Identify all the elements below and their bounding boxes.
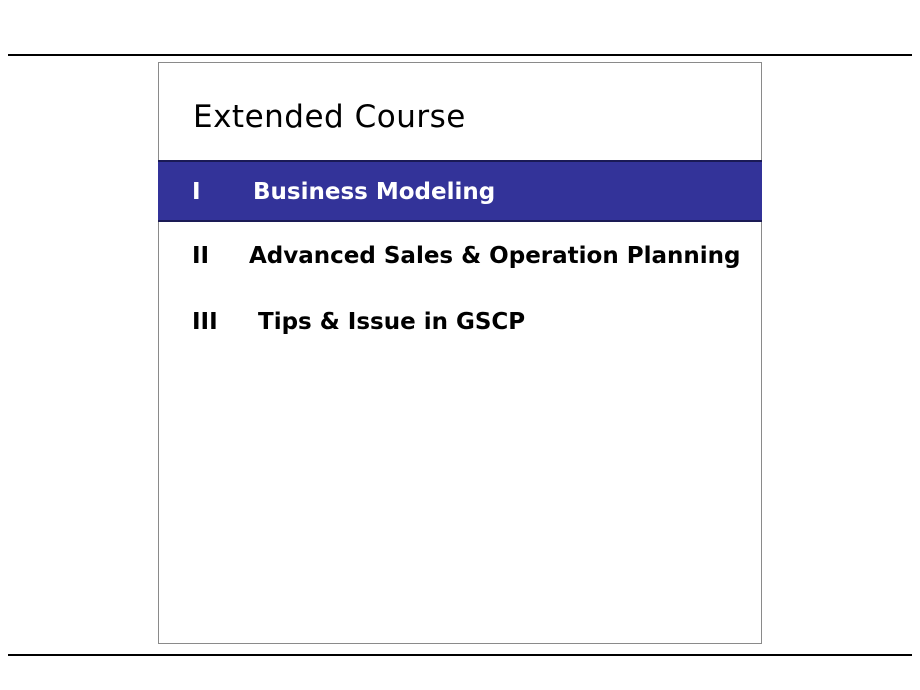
agenda-numeral: II bbox=[192, 243, 210, 269]
agenda-numeral: III bbox=[192, 309, 218, 335]
agenda-item-business-modeling[interactable]: I Business Modeling bbox=[158, 160, 762, 222]
agenda-label: Business Modeling bbox=[253, 179, 496, 205]
agenda-numeral: I bbox=[192, 179, 201, 205]
agenda-item-tips-issue[interactable]: III Tips & Issue in GSCP bbox=[158, 292, 762, 354]
panel-title: Extended Course bbox=[193, 99, 466, 135]
top-divider bbox=[8, 54, 912, 56]
agenda-label: Tips & Issue in GSCP bbox=[258, 309, 526, 335]
agenda-panel: Extended Course I Business Modeling II A… bbox=[158, 62, 762, 644]
bottom-divider bbox=[8, 654, 912, 656]
agenda-item-advanced-sop[interactable]: II Advanced Sales & Operation Planning bbox=[158, 226, 762, 288]
agenda-label: Advanced Sales & Operation Planning bbox=[249, 243, 741, 269]
